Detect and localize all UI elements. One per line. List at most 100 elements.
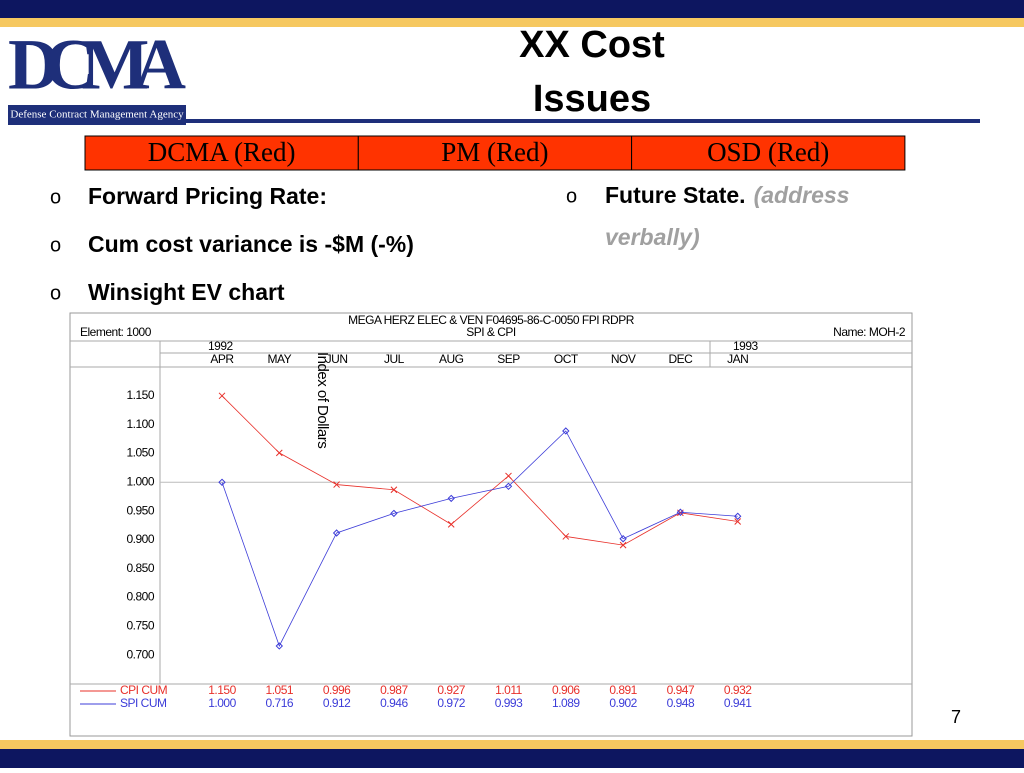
- value-label: 0.912: [323, 696, 351, 710]
- data-point: [619, 535, 627, 543]
- future-label: Future State.: [605, 182, 746, 208]
- value-label: 0.996: [323, 683, 351, 697]
- y-tick-label: 0.750: [126, 619, 154, 633]
- value-label: 0.902: [609, 696, 637, 710]
- y-tick-label: 1.000: [126, 474, 154, 488]
- status-cell: [631, 135, 906, 171]
- status-cell: [357, 135, 633, 171]
- x-tick-label: OCT: [554, 352, 579, 366]
- y-tick-label: 0.700: [126, 647, 154, 661]
- y-tick-label: 0.800: [126, 590, 154, 604]
- value-label: 1.011: [495, 683, 522, 697]
- status-label: OSD (Red): [707, 137, 829, 167]
- value-label: 0.927: [437, 683, 465, 697]
- value-label: 0.972: [437, 696, 465, 710]
- page-number: 7: [951, 707, 961, 727]
- status-cell: [84, 135, 359, 171]
- name: Name: MOH-2: [833, 325, 906, 339]
- chart-title: MEGA HERZ ELEC & VEN F04695-86-C-0050 FP…: [348, 313, 635, 327]
- y-tick-label: 1.150: [126, 388, 154, 402]
- data-point: [390, 486, 398, 494]
- chart: MEGA HERZ ELEC & VEN F04695-86-C-0050 FP…: [69, 312, 913, 737]
- bullet-marker: o: [50, 186, 61, 208]
- status-label: DCMA (Red): [148, 137, 296, 167]
- data-point: [505, 472, 512, 480]
- data-point: [562, 533, 570, 540]
- data-point: [333, 481, 340, 488]
- logo-band: [8, 105, 186, 125]
- bullet-marker: o: [50, 282, 61, 304]
- y-tick-label: 0.950: [126, 503, 154, 517]
- status-table: DCMA (Red) PM (Red) OSD (Red): [84, 135, 906, 171]
- x-tick-label: MAY: [267, 352, 291, 366]
- y-tick-label: 0.900: [126, 532, 154, 546]
- chart-frame: [69, 312, 913, 737]
- top-stripe: [0, 18, 1024, 27]
- year: 1993: [733, 339, 759, 353]
- agency: Defense Contract Management Agency: [10, 109, 184, 121]
- future-note: verbally): [605, 224, 700, 250]
- data-point: [275, 642, 284, 650]
- bullet-marker: o: [566, 185, 577, 207]
- chart-subtitle: SPI & CPI: [466, 325, 516, 339]
- element: Element: 1000: [80, 325, 152, 339]
- value-label: 0.946: [380, 696, 408, 710]
- bullet-text: Winsight EV chart: [88, 279, 285, 305]
- value-label: 0.932: [724, 683, 752, 697]
- future-note: (address: [754, 182, 850, 208]
- x-tick-label: NOV: [611, 352, 636, 366]
- value-label: 1.051: [266, 683, 294, 697]
- year: 1992: [208, 339, 234, 353]
- data-point: [390, 509, 398, 518]
- legend-label: SPI CUM: [120, 696, 167, 710]
- value-label: 1.150: [208, 683, 236, 697]
- data-point: [447, 494, 455, 503]
- legend-label: CPI CUM: [120, 683, 168, 697]
- bottom-bar: [0, 749, 1024, 768]
- x-tick-label: JUL: [384, 352, 405, 366]
- logo: DCMA: [8, 25, 186, 105]
- y-axis-label: Index of Dollars: [314, 352, 331, 448]
- value-label: 0.947: [667, 683, 695, 697]
- title: Issues: [533, 78, 651, 120]
- data-point: [218, 392, 226, 400]
- data-point: [447, 520, 455, 528]
- x-tick-label: JUN: [326, 352, 348, 366]
- value-label: 0.891: [609, 683, 637, 697]
- value-label: 1.000: [208, 696, 236, 710]
- value-label: 0.993: [495, 696, 523, 710]
- x-tick-label: JAN: [727, 352, 748, 366]
- x-tick-label: APR: [210, 352, 234, 366]
- series-line: [221, 395, 738, 546]
- x-tick-label: SEP: [497, 352, 520, 366]
- x-tick-label: DEC: [668, 352, 693, 366]
- value-label: 0.987: [380, 683, 408, 697]
- title: XX Cost: [519, 24, 665, 66]
- value-label: 0.948: [667, 696, 695, 710]
- value-label: 0.941: [724, 696, 752, 710]
- bottom-stripe: [0, 740, 1024, 749]
- y-tick-label: 1.100: [126, 417, 154, 431]
- bullets: o Forward Pricing Rate: o Cum cost variance…: [50, 182, 849, 305]
- bullet-marker: o: [50, 234, 61, 256]
- y-tick-label: 1.050: [126, 446, 154, 460]
- data-point: [504, 482, 513, 491]
- data-point: [619, 541, 627, 549]
- series-line: [221, 430, 738, 647]
- status-label: PM (Red): [441, 137, 548, 167]
- data-point: [275, 449, 283, 457]
- data-point: [218, 478, 226, 486]
- bullet-text: Forward Pricing Rate:: [88, 183, 327, 209]
- data-point: [733, 512, 742, 520]
- value-label: 0.906: [552, 683, 580, 697]
- value-label: 0.716: [266, 696, 294, 710]
- data-point: [676, 508, 685, 516]
- data-point: [562, 427, 570, 435]
- x-tick-label: AUG: [439, 352, 464, 366]
- y-tick-label: 0.850: [126, 561, 154, 575]
- data-point: [332, 529, 341, 537]
- top-bar: [0, 0, 1024, 18]
- bullet-text: Cum cost variance is -$M (-%): [88, 231, 414, 257]
- future-text: Future State. (address: [605, 182, 849, 208]
